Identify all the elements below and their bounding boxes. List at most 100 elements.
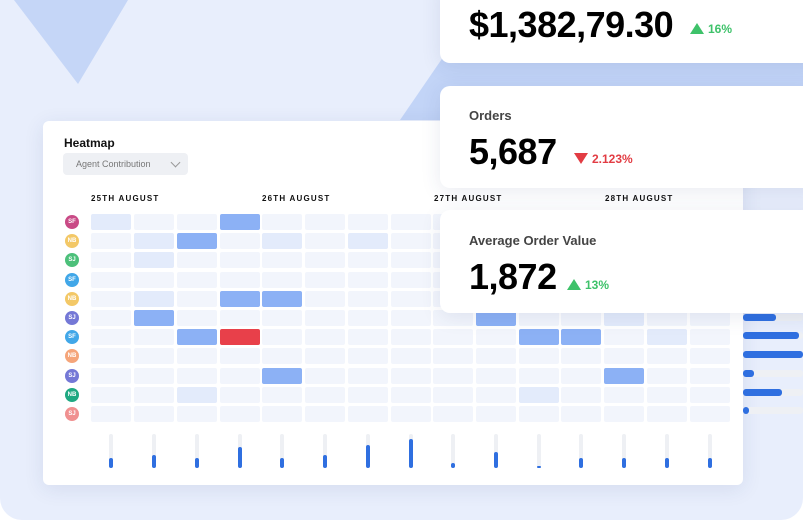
heatmap-cell[interactable] [391,310,431,326]
heatmap-cell[interactable] [134,406,174,422]
heatmap-cell[interactable] [690,386,730,403]
heatmap-cell[interactable] [391,386,431,403]
heatmap-cell[interactable] [391,252,431,269]
heatmap-cell[interactable] [690,310,730,326]
heatmap-cell[interactable] [391,329,431,346]
heatmap-cell[interactable] [348,386,388,403]
heatmap-cell[interactable] [690,329,730,346]
heatmap-cell[interactable] [262,386,302,403]
heatmap-cell[interactable] [262,252,302,269]
heatmap-cell[interactable] [647,406,687,422]
heatmap-cell[interactable] [91,214,131,230]
heatmap-cell[interactable] [177,233,217,250]
heatmap-cell[interactable] [220,271,260,288]
heatmap-cell[interactable] [134,310,174,326]
agent-avatar[interactable]: SJ [65,368,79,383]
heatmap-cell[interactable] [476,348,516,365]
heatmap-cell[interactable] [519,406,559,422]
heatmap-cell[interactable] [561,348,601,365]
heatmap-cell[interactable] [433,310,473,326]
heatmap-cell[interactable] [177,271,217,288]
heatmap-cell[interactable] [391,233,431,250]
heatmap-cell[interactable] [604,310,644,326]
heatmap-cell[interactable] [177,252,217,269]
heatmap-cell[interactable] [262,290,302,307]
heatmap-cell[interactable] [561,386,601,403]
heatmap-cell[interactable] [134,233,174,250]
contribution-select[interactable]: Agent Contribution [63,153,188,175]
heatmap-cell[interactable] [433,329,473,346]
heatmap-cell[interactable] [348,329,388,346]
heatmap-cell[interactable] [220,329,260,346]
heatmap-cell[interactable] [91,348,131,365]
heatmap-cell[interactable] [305,252,345,269]
heatmap-cell[interactable] [433,406,473,422]
heatmap-cell[interactable] [220,290,260,307]
heatmap-cell[interactable] [476,406,516,422]
heatmap-cell[interactable] [91,233,131,250]
heatmap-cell[interactable] [561,310,601,326]
heatmap-cell[interactable] [91,271,131,288]
heatmap-cell[interactable] [519,367,559,384]
heatmap-cell[interactable] [348,271,388,288]
heatmap-cell[interactable] [561,367,601,384]
heatmap-cell[interactable] [91,252,131,269]
heatmap-cell[interactable] [262,214,302,230]
heatmap-cell[interactable] [433,367,473,384]
heatmap-cell[interactable] [220,386,260,403]
heatmap-cell[interactable] [433,348,473,365]
heatmap-cell[interactable] [647,348,687,365]
agent-avatar[interactable]: SJ [65,311,79,325]
agent-avatar[interactable]: NB [65,387,79,402]
heatmap-cell[interactable] [220,367,260,384]
heatmap-cell[interactable] [305,367,345,384]
heatmap-cell[interactable] [348,310,388,326]
heatmap-cell[interactable] [220,233,260,250]
heatmap-cell[interactable] [647,367,687,384]
heatmap-cell[interactable] [262,271,302,288]
agent-avatar[interactable]: NB [65,234,79,249]
heatmap-cell[interactable] [220,252,260,269]
heatmap-cell[interactable] [690,367,730,384]
agent-avatar[interactable]: SF [65,215,79,229]
heatmap-cell[interactable] [476,367,516,384]
heatmap-cell[interactable] [519,310,559,326]
heatmap-cell[interactable] [348,290,388,307]
heatmap-cell[interactable] [177,329,217,346]
agent-avatar[interactable]: NB [65,349,79,364]
heatmap-cell[interactable] [91,406,131,422]
heatmap-cell[interactable] [91,386,131,403]
heatmap-cell[interactable] [305,271,345,288]
heatmap-cell[interactable] [476,329,516,346]
heatmap-cell[interactable] [476,386,516,403]
heatmap-cell[interactable] [604,367,644,384]
heatmap-cell[interactable] [177,406,217,422]
heatmap-cell[interactable] [134,329,174,346]
heatmap-cell[interactable] [519,348,559,365]
heatmap-cell[interactable] [177,310,217,326]
heatmap-cell[interactable] [262,233,302,250]
heatmap-cell[interactable] [348,214,388,230]
heatmap-cell[interactable] [220,348,260,365]
heatmap-cell[interactable] [91,329,131,346]
heatmap-cell[interactable] [391,367,431,384]
heatmap-cell[interactable] [177,386,217,403]
heatmap-cell[interactable] [305,406,345,422]
heatmap-cell[interactable] [647,310,687,326]
heatmap-cell[interactable] [177,367,217,384]
heatmap-cell[interactable] [348,367,388,384]
heatmap-cell[interactable] [134,214,174,230]
heatmap-cell[interactable] [262,348,302,365]
heatmap-cell[interactable] [604,386,644,403]
heatmap-cell[interactable] [91,290,131,307]
heatmap-cell[interactable] [262,406,302,422]
heatmap-cell[interactable] [519,386,559,403]
heatmap-cell[interactable] [348,252,388,269]
heatmap-cell[interactable] [604,329,644,346]
heatmap-cell[interactable] [391,406,431,422]
heatmap-cell[interactable] [476,310,516,326]
heatmap-cell[interactable] [391,214,431,230]
heatmap-cell[interactable] [305,290,345,307]
heatmap-cell[interactable] [91,367,131,384]
heatmap-cell[interactable] [220,214,260,230]
